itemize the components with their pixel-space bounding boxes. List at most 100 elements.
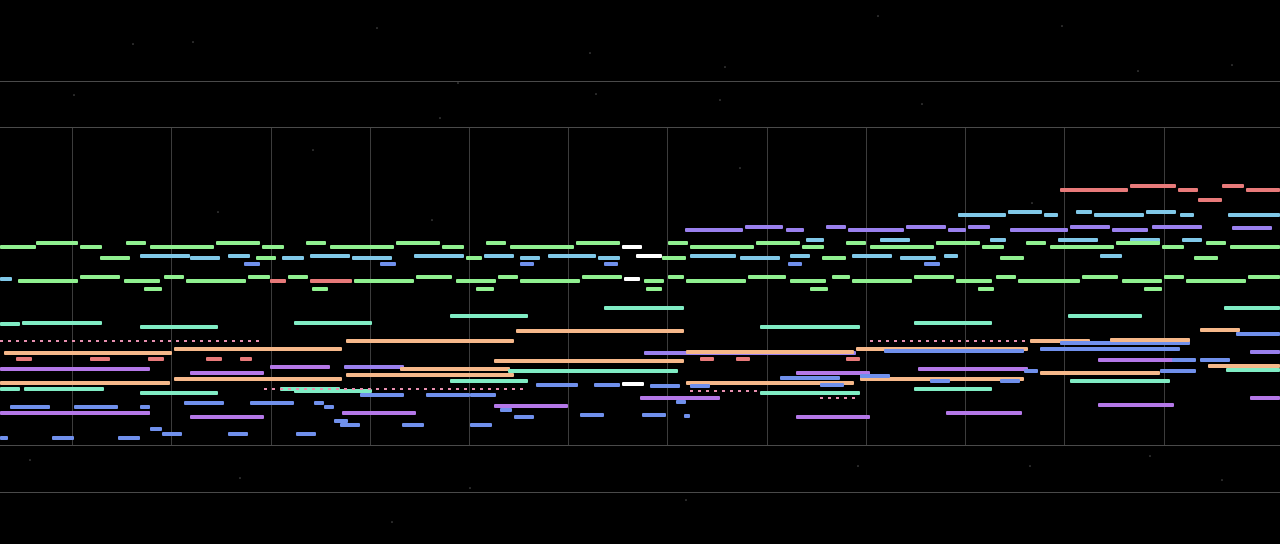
note — [736, 357, 750, 361]
trill-dot — [80, 340, 83, 342]
note — [1208, 364, 1280, 368]
note — [508, 369, 678, 373]
note — [118, 436, 140, 440]
note — [646, 287, 662, 291]
note — [820, 383, 844, 387]
note — [1222, 184, 1244, 188]
speck — [391, 521, 393, 523]
note — [990, 238, 1006, 242]
note — [150, 245, 214, 249]
note — [0, 322, 20, 326]
note — [642, 413, 666, 417]
note — [548, 254, 596, 258]
note — [354, 279, 414, 283]
trill-dot — [88, 340, 91, 342]
note — [306, 241, 326, 245]
note — [22, 321, 102, 325]
note — [360, 393, 404, 397]
note — [796, 415, 870, 419]
note — [16, 357, 32, 361]
note — [184, 401, 224, 405]
trill-dot — [48, 340, 51, 342]
trill-dot — [128, 340, 131, 342]
note — [0, 245, 36, 249]
trill-dot — [746, 390, 749, 392]
note — [442, 245, 464, 249]
trill-dot — [32, 340, 35, 342]
trill-dot — [706, 390, 709, 392]
trill-dot — [714, 390, 717, 392]
note — [1164, 275, 1184, 279]
note — [700, 357, 714, 361]
trill-dot — [120, 340, 123, 342]
note — [914, 321, 992, 325]
note — [1198, 198, 1222, 202]
note — [1130, 184, 1176, 188]
note — [162, 432, 182, 436]
speck — [457, 82, 459, 84]
note — [690, 254, 736, 258]
trill-dot — [320, 388, 323, 390]
trill-dot — [974, 340, 977, 342]
speck — [1029, 465, 1031, 467]
trill-dot — [136, 340, 139, 342]
trill-dot — [160, 340, 163, 342]
note — [640, 396, 720, 400]
note — [914, 275, 954, 279]
trill-dot — [432, 388, 435, 390]
speck — [376, 27, 378, 29]
note — [186, 279, 246, 283]
note — [18, 279, 78, 283]
note — [1230, 245, 1280, 249]
trill-dot — [520, 388, 523, 390]
speck — [595, 93, 597, 95]
trill-dot — [950, 340, 953, 342]
trill-dot — [144, 340, 147, 342]
note — [52, 436, 74, 440]
note — [1040, 347, 1180, 351]
note — [1000, 256, 1024, 260]
trill-dot — [8, 340, 11, 342]
note — [996, 275, 1016, 279]
note — [396, 241, 440, 245]
note — [676, 400, 686, 404]
trill-dot — [224, 340, 227, 342]
trill-dot — [424, 388, 427, 390]
note — [450, 379, 528, 383]
note — [340, 423, 360, 427]
note — [494, 359, 684, 363]
note — [790, 254, 810, 258]
trill-dot — [304, 388, 307, 390]
speck — [1231, 64, 1233, 66]
note — [270, 279, 286, 283]
note — [780, 376, 840, 380]
speck — [589, 52, 591, 54]
note — [190, 256, 220, 260]
note — [1082, 275, 1118, 279]
trill-dot — [104, 340, 107, 342]
trill-dot — [232, 340, 235, 342]
trill-dot — [56, 340, 59, 342]
trill-dot — [16, 340, 19, 342]
trill-dot — [408, 388, 411, 390]
note — [1024, 369, 1038, 373]
trill-dot — [184, 340, 187, 342]
note — [1076, 210, 1092, 214]
speck — [1221, 479, 1223, 481]
note — [1226, 368, 1280, 372]
note — [1060, 188, 1128, 192]
trill-dot — [360, 388, 363, 390]
note — [140, 391, 218, 395]
trill-dot — [722, 390, 725, 392]
note — [624, 277, 640, 281]
note — [10, 405, 50, 409]
trill-dot — [40, 340, 43, 342]
speck — [29, 459, 31, 461]
note — [536, 383, 578, 387]
speck — [217, 211, 219, 213]
trill-dot — [376, 388, 379, 390]
note — [486, 241, 506, 245]
note — [228, 254, 250, 258]
note — [270, 365, 330, 369]
